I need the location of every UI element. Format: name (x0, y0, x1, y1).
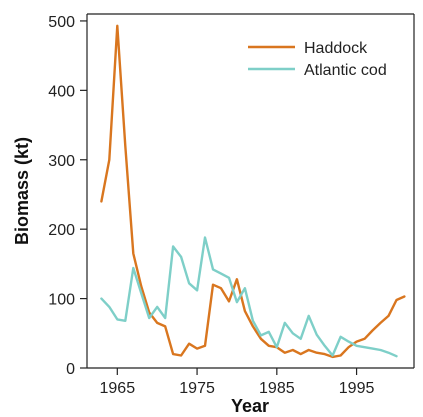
y-axis-title: Biomass (kt) (12, 137, 32, 245)
x-tick-label: 1995 (339, 380, 375, 397)
legend: Haddock Atlantic cod (248, 40, 387, 79)
series-layer (100, 24, 406, 359)
y-tick-label: 200 (48, 222, 75, 239)
legend-label-atlantic-cod: Atlantic cod (304, 62, 387, 79)
axes (86, 13, 415, 369)
y-ticks: 0 100 200 300 400 500 (48, 14, 87, 378)
x-ticks: 1965 1975 1985 1995 (100, 368, 375, 397)
x-axis-title: Year (231, 396, 269, 416)
x-tick-label: 1965 (100, 380, 136, 397)
y-tick-label: 500 (48, 14, 75, 31)
legend-label-haddock: Haddock (304, 40, 368, 57)
series-line-atlantic-cod (100, 236, 398, 358)
y-tick-label: 100 (48, 292, 75, 309)
y-tick-label: 400 (48, 83, 75, 100)
y-tick-label: 0 (66, 361, 75, 378)
x-tick-label: 1975 (179, 380, 215, 397)
y-tick-label: 300 (48, 153, 75, 170)
x-tick-label: 1985 (259, 380, 295, 397)
